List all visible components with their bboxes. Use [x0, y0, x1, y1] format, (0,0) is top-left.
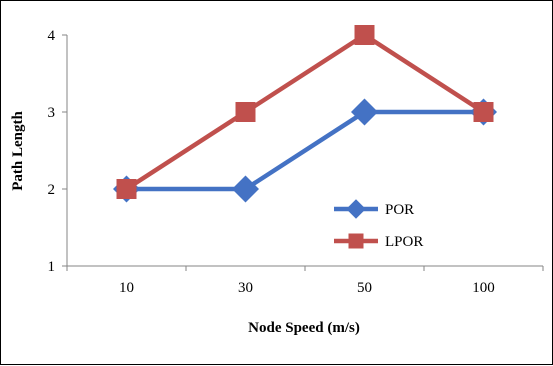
legend-label-lpor: LPOR: [385, 234, 423, 250]
data-point-por: [351, 98, 378, 126]
data-point-lpor: [116, 179, 137, 199]
x-tick-label: 100: [472, 280, 495, 296]
series-layer: [113, 25, 497, 203]
legend: POR LPOR: [334, 199, 423, 250]
x-tick-label: 30: [238, 280, 253, 296]
series-por: [113, 98, 497, 203]
series-line-por: [126, 109, 484, 192]
axes: 1 2 3 4 10 30 50 100: [48, 28, 544, 296]
data-point-lpor: [354, 25, 375, 45]
series-lpor: [116, 25, 494, 199]
y-tick-label: 1: [48, 259, 56, 275]
x-tick-label: 50: [357, 280, 372, 296]
series-line-lpor: [125, 32, 485, 191]
legend-item-lpor: LPOR: [334, 233, 423, 250]
y-tick-label: 2: [48, 182, 56, 198]
x-axis-title: Node Speed (m/s): [248, 320, 360, 336]
data-point-lpor: [235, 102, 256, 122]
x-tick-label: 10: [119, 280, 134, 296]
legend-label-por: POR: [385, 202, 414, 218]
y-tick-label: 4: [48, 28, 56, 44]
legend-marker-lpor: [348, 233, 364, 249]
y-axis-title: Path Length: [10, 111, 26, 191]
data-point-por: [232, 175, 259, 203]
legend-marker-por: [346, 199, 366, 219]
legend-item-por: POR: [334, 199, 414, 219]
data-point-lpor: [473, 102, 494, 122]
y-tick-label: 3: [48, 105, 56, 121]
